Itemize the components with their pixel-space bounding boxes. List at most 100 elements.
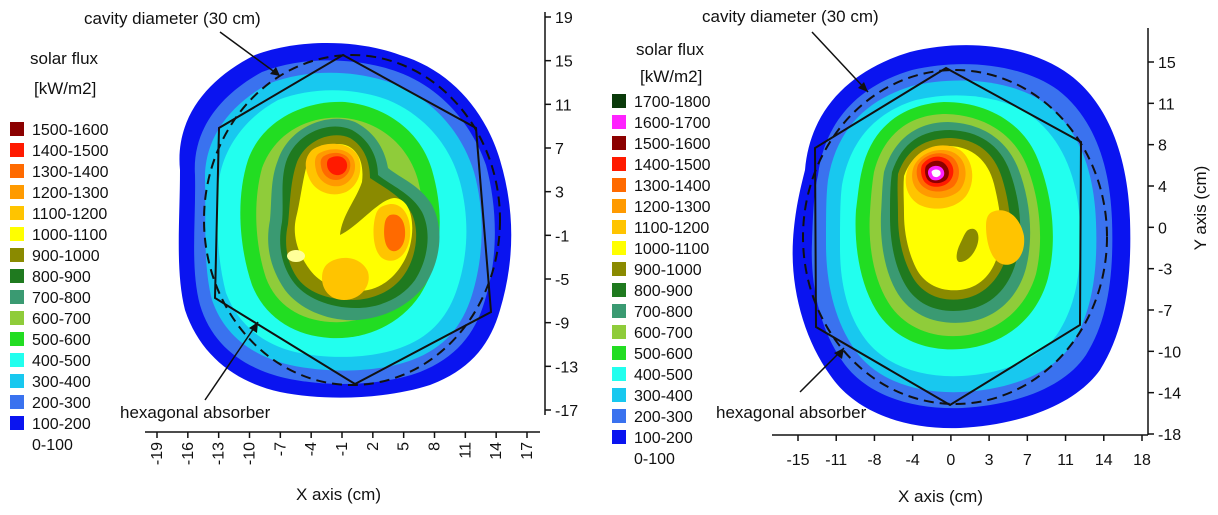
- legend-label: 400-500: [634, 367, 693, 384]
- left-x-ticks: -19 -16 -13 -10 -7 -4 -1 2 5 8 11 14 17: [149, 432, 536, 465]
- right-hex-arrow: [799, 347, 845, 393]
- left-legend-title-1: solar flux: [30, 49, 99, 68]
- left-xlabel: X axis (cm): [296, 485, 381, 504]
- right-y-ticks: 15 11 8 4 0 -3 -7 -10 -14 -18: [1148, 55, 1181, 444]
- right-hex-arrowhead: [834, 348, 844, 359]
- legend-label: 1200-1300: [634, 199, 711, 216]
- legend-swatch: [612, 283, 626, 297]
- legend-swatch: [612, 262, 626, 276]
- legend-label: 500-600: [634, 346, 693, 363]
- legend-swatch: [10, 227, 24, 241]
- y-tick-label: -3: [1158, 262, 1172, 279]
- right-legend-title-2: [kW/m2]: [640, 67, 702, 86]
- legend-swatch: [10, 395, 24, 409]
- legend-label: 1400-1500: [32, 143, 109, 160]
- legend-label: 1700-1800: [634, 94, 711, 111]
- legend-label: 400-500: [32, 353, 91, 370]
- right-cavity-arrowhead: [858, 82, 868, 92]
- legend-label: 200-300: [32, 395, 91, 412]
- legend-label: 300-400: [32, 374, 91, 391]
- legend-swatch: [612, 157, 626, 171]
- legend-swatch: [612, 136, 626, 150]
- legend-label: 700-800: [32, 290, 91, 307]
- legend-label: 1600-1700: [634, 115, 711, 132]
- legend-label: 1400-1500: [634, 157, 711, 174]
- x-tick-label: -7: [272, 442, 289, 456]
- right-xlabel: X axis (cm): [898, 487, 983, 506]
- legend-label: 800-900: [32, 269, 91, 286]
- x-tick-label: -10: [242, 442, 259, 465]
- y-tick-label: 15: [555, 54, 573, 71]
- legend-swatch: [612, 304, 626, 318]
- legend-swatch: [10, 290, 24, 304]
- left-hex-arrow: [204, 321, 259, 401]
- left-band-1400-1500: [327, 156, 348, 176]
- y-tick-label: 19: [555, 10, 573, 27]
- left-legend: 1500-1600 1400-1500 1300-1400 1200-1300 1100…: [10, 122, 109, 454]
- legend-swatch: [10, 185, 24, 199]
- y-tick-label: -1: [555, 228, 569, 245]
- x-tick-label: -15: [786, 452, 809, 469]
- x-tick-label: -4: [303, 442, 320, 456]
- left-legend-title-2: [kW/m2]: [34, 79, 96, 98]
- legend-label: 1100-1200: [634, 220, 709, 237]
- y-tick-label: -17: [555, 403, 578, 420]
- x-tick-label: 7: [1023, 452, 1032, 469]
- x-tick-label: -4: [906, 452, 920, 469]
- x-tick-label: 11: [457, 442, 474, 459]
- y-tick-label: -13: [555, 359, 578, 376]
- legend-swatch: [10, 269, 24, 283]
- left-hex-label: hexagonal absorber: [120, 403, 271, 422]
- y-tick-label: 11: [1158, 96, 1175, 113]
- left-cavity-circle: [203, 54, 501, 386]
- y-tick-label: 11: [555, 97, 572, 114]
- x-tick-label: 2: [365, 442, 382, 451]
- left-cavity-label: cavity diameter (30 cm): [84, 9, 261, 28]
- x-tick-label: -19: [149, 442, 166, 465]
- legend-swatch: [612, 220, 626, 234]
- legend-label: 1300-1400: [634, 178, 711, 195]
- legend-swatch: [612, 325, 626, 339]
- y-tick-label: -9: [555, 316, 569, 333]
- y-tick-label: -14: [1158, 386, 1181, 403]
- legend-label: 1200-1300: [32, 185, 109, 202]
- x-tick-label: 3: [985, 452, 994, 469]
- right-band-1100-1200b: [986, 210, 1025, 265]
- legend-label: 100-200: [634, 430, 693, 447]
- legend-label: 600-700: [32, 311, 91, 328]
- right-legend-title-1: solar flux: [636, 40, 705, 59]
- legend-label: 500-600: [32, 332, 91, 349]
- legend-swatch: [10, 353, 24, 367]
- legend-swatch: [10, 248, 24, 262]
- legend-swatch: [612, 388, 626, 402]
- x-tick-label: 14: [488, 442, 505, 460]
- legend-swatch: [10, 143, 24, 157]
- legend-label: 0-100: [32, 437, 73, 454]
- legend-swatch: [10, 332, 24, 346]
- y-tick-label: 4: [1158, 179, 1167, 196]
- right-cavity-label: cavity diameter (30 cm): [702, 7, 879, 26]
- left-band-1300-1400b: [384, 214, 406, 252]
- y-tick-label: -5: [555, 272, 569, 289]
- legend-label: 1000-1100: [634, 241, 709, 258]
- legend-label: 100-200: [32, 416, 91, 433]
- legend-label: 700-800: [634, 304, 693, 321]
- legend-label: 800-900: [634, 283, 693, 300]
- y-tick-label: -10: [1158, 344, 1181, 361]
- y-tick-label: 3: [555, 185, 564, 202]
- right-flux-map: [792, 45, 1131, 429]
- x-tick-label: 18: [1133, 452, 1151, 469]
- x-tick-label: -16: [180, 442, 197, 465]
- left-flux-map: [178, 42, 512, 398]
- left-low-spot: [287, 250, 305, 262]
- legend-swatch: [612, 199, 626, 213]
- legend-swatch: [612, 178, 626, 192]
- right-low-spot: [956, 228, 979, 262]
- legend-label: 200-300: [634, 409, 693, 426]
- right-band-1700-1800: [931, 169, 941, 178]
- x-tick-label: 17: [519, 442, 536, 460]
- legend-swatch: [612, 241, 626, 255]
- y-tick-label: -18: [1158, 427, 1181, 444]
- left-cavity-arrow: [219, 31, 281, 77]
- legend-swatch: [612, 115, 626, 129]
